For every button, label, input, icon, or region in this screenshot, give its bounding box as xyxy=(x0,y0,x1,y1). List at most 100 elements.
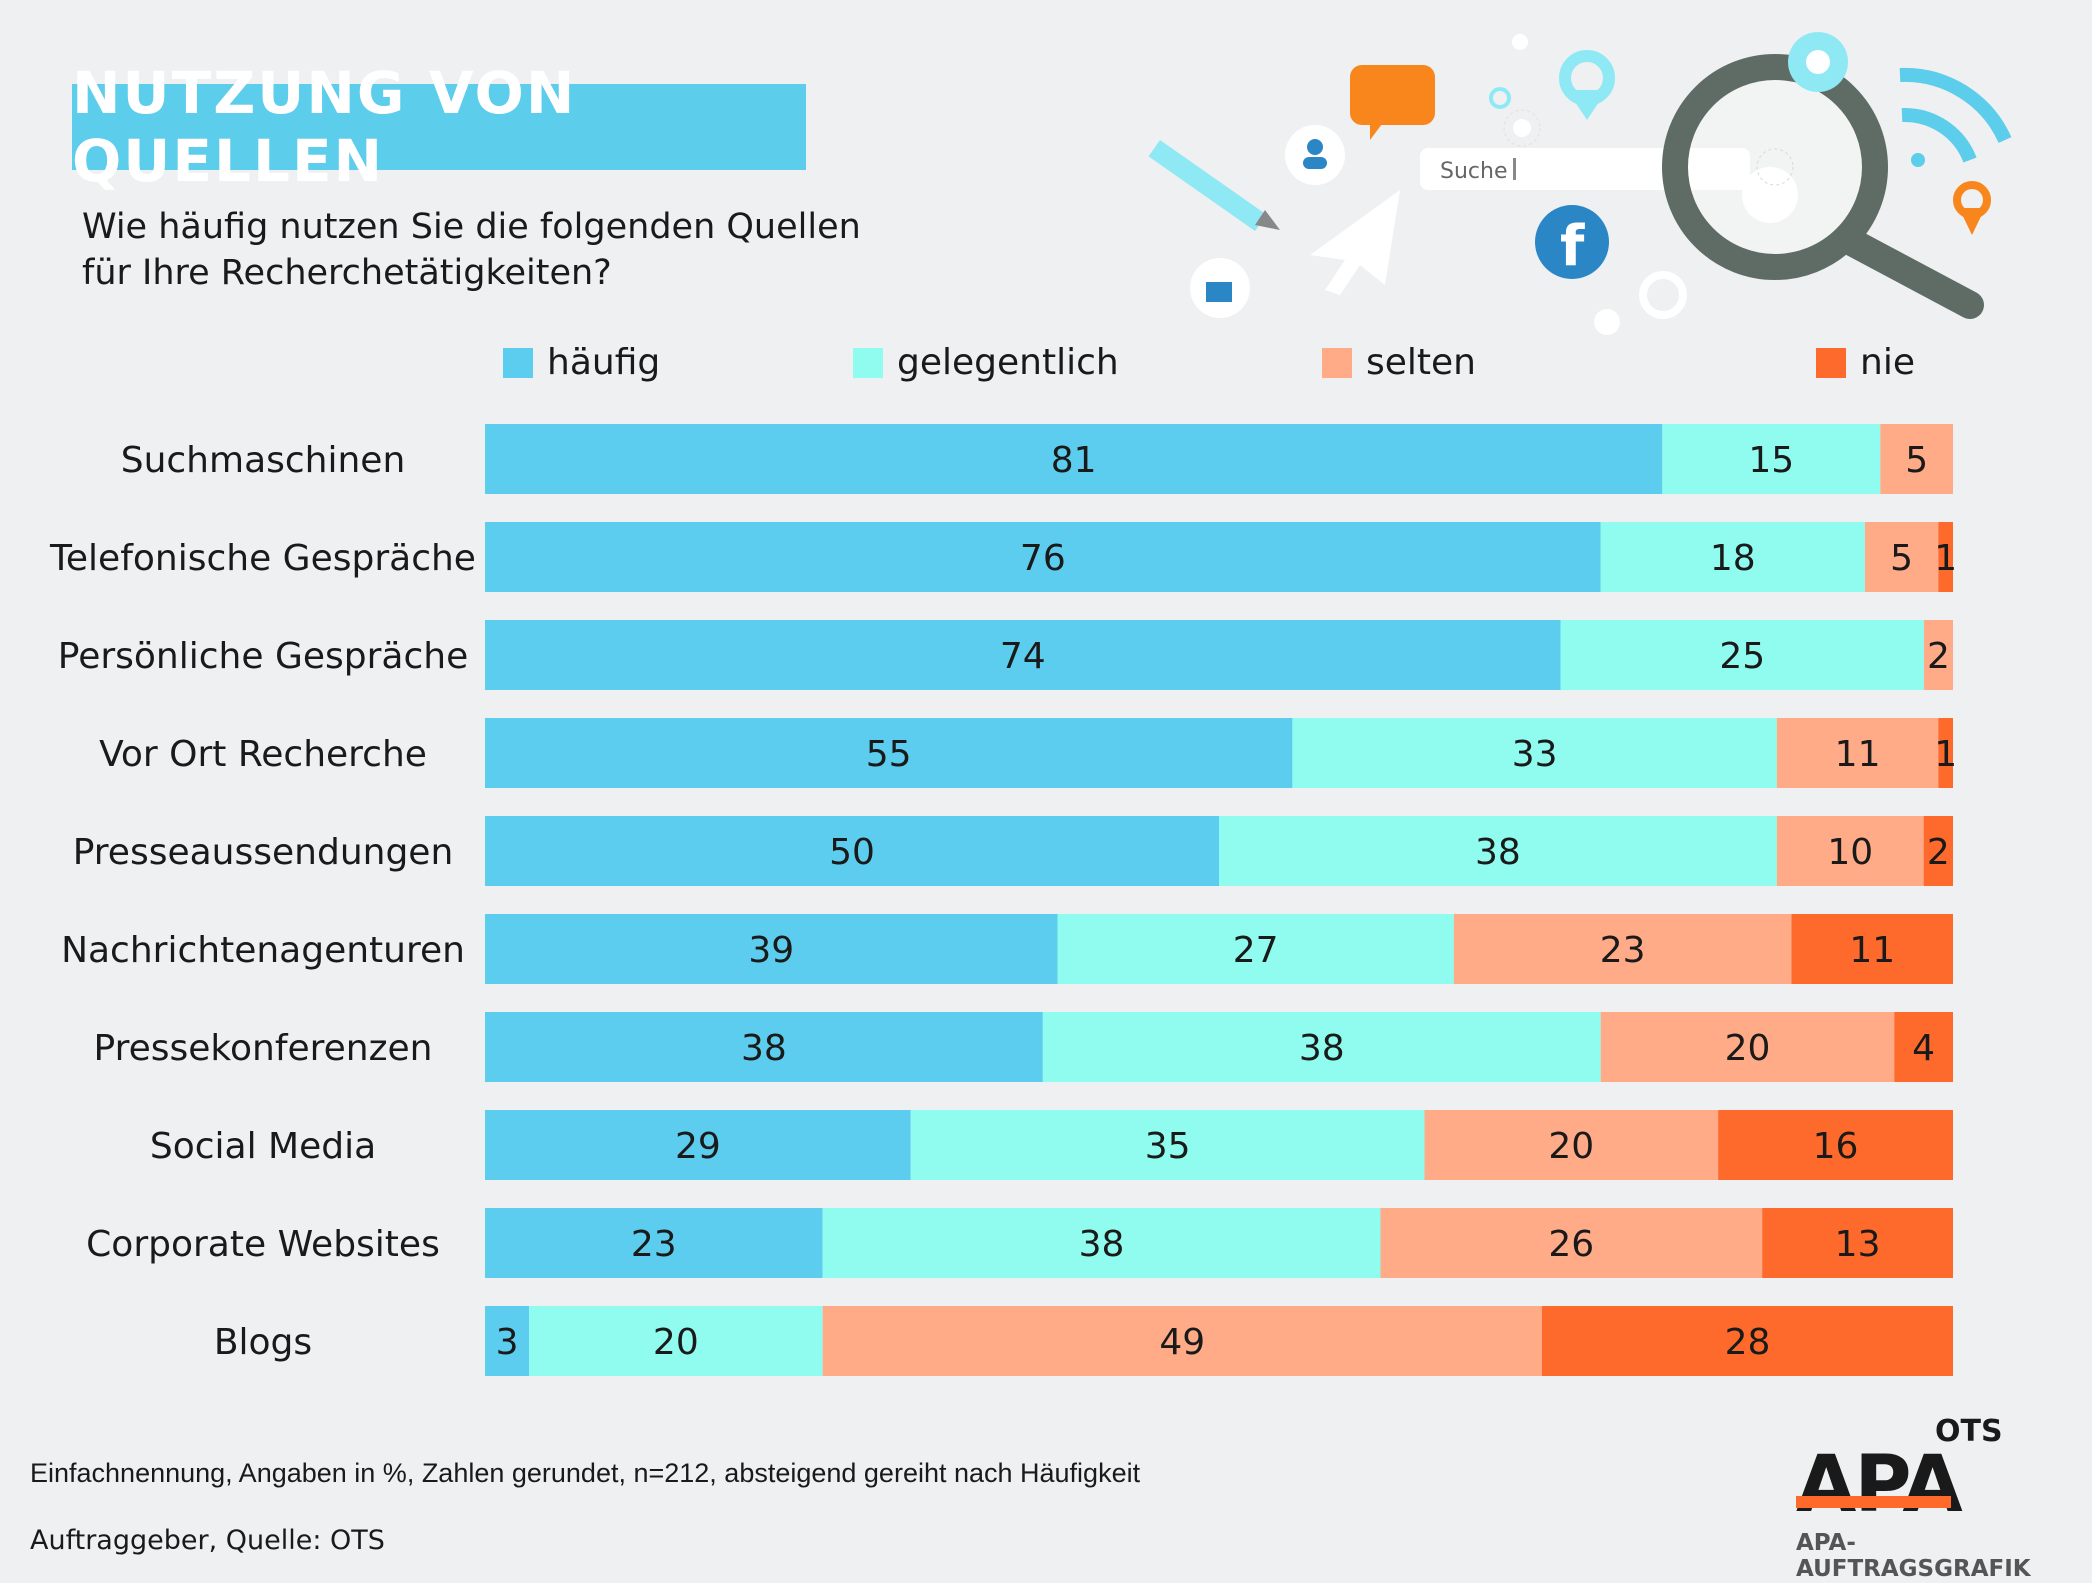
data-label: 29 xyxy=(675,1126,721,1167)
chat-bubble-icon xyxy=(1350,65,1435,140)
data-label: 3 xyxy=(496,1322,519,1363)
data-label: 25 xyxy=(1719,636,1765,677)
bar-segment xyxy=(1923,816,1953,886)
bar-segment xyxy=(1938,522,1953,592)
svg-text:f: f xyxy=(1560,214,1585,279)
pencil-icon xyxy=(1148,140,1280,231)
category-label: Persönliche Gespräche xyxy=(58,636,468,677)
search-illustration: Suche f xyxy=(1148,32,2012,335)
data-label: 38 xyxy=(741,1028,787,1069)
bar-segment xyxy=(1600,522,1865,592)
bar-segment xyxy=(1880,424,1953,494)
data-label: 35 xyxy=(1145,1126,1191,1167)
bar-segment xyxy=(1560,620,1924,690)
data-label: 11 xyxy=(1835,734,1881,775)
wifi-icon xyxy=(1899,67,2012,167)
cursor-icon xyxy=(1310,190,1400,295)
data-label: 16 xyxy=(1813,1126,1859,1167)
bar-segment xyxy=(1864,522,1939,592)
bar-segment xyxy=(1424,1110,1719,1180)
legend-label: häufig xyxy=(547,342,660,383)
bar-segment xyxy=(1776,718,1939,788)
bar-segment xyxy=(485,1306,530,1376)
data-label: 2 xyxy=(1927,636,1950,677)
data-label: 1 xyxy=(1934,734,1957,775)
chart-subtitle: Wie häufig nutzen Sie die folgenden Quel… xyxy=(82,207,861,293)
data-label: 10 xyxy=(1827,832,1873,873)
category-label: Presseaussendungen xyxy=(73,832,454,873)
gear-icon xyxy=(1489,87,1687,319)
data-label: 15 xyxy=(1748,440,1794,481)
logo-bar xyxy=(1796,1496,1951,1508)
bar-segment xyxy=(485,816,1219,886)
bar-segment xyxy=(1776,816,1924,886)
bar-segment xyxy=(1718,1110,1953,1180)
bar-segment xyxy=(1923,620,1953,690)
data-label: 55 xyxy=(866,734,912,775)
search-placeholder: Suche xyxy=(1440,159,1507,184)
data-label: 5 xyxy=(1890,538,1913,579)
like-icon xyxy=(1190,258,1250,318)
data-label: 33 xyxy=(1512,734,1558,775)
bar-segment xyxy=(485,914,1058,984)
bar-segment xyxy=(1894,1012,1953,1082)
data-label: 38 xyxy=(1079,1224,1125,1265)
bar-segment xyxy=(1762,1208,1953,1278)
category-label: Suchmaschinen xyxy=(121,440,406,481)
bar-segment xyxy=(1292,718,1777,788)
data-label: 5 xyxy=(1905,440,1928,481)
title-banner: NUTZUNG VON QUELLEN xyxy=(72,59,806,195)
legend-item-1: häufig xyxy=(503,342,660,383)
data-label: 23 xyxy=(1600,930,1646,971)
legend-item-3: selten xyxy=(1322,342,1476,383)
data-label: 2 xyxy=(1927,832,1950,873)
bar-segment xyxy=(1219,816,1777,886)
legend-swatch xyxy=(1816,348,1846,378)
legend-item-2: gelegentlich xyxy=(853,342,1119,383)
data-label: 39 xyxy=(748,930,794,971)
category-label: Blogs xyxy=(214,1322,312,1363)
data-label: 1 xyxy=(1934,538,1957,579)
logo-ots: OTS xyxy=(1935,1414,2003,1449)
data-label: 38 xyxy=(1475,832,1521,873)
category-label: Social Media xyxy=(150,1126,376,1167)
user-icon xyxy=(1285,125,1345,185)
data-label: 74 xyxy=(1000,636,1046,677)
category-label: Telefonische Gespräche xyxy=(49,538,476,579)
bar-segment xyxy=(822,1208,1381,1278)
bar-segment xyxy=(485,620,1561,690)
bar-segment xyxy=(485,718,1293,788)
data-label: 81 xyxy=(1051,440,1097,481)
data-label: 20 xyxy=(1548,1126,1594,1167)
data-label: 26 xyxy=(1548,1224,1594,1265)
bar-segment xyxy=(1662,424,1881,494)
legend-item-4: nie xyxy=(1816,342,1915,383)
footnote: Einfachnennung, Angaben in %, Zahlen ger… xyxy=(30,1458,1141,1488)
legend-swatch xyxy=(1322,348,1352,378)
bar-segment xyxy=(485,424,1663,494)
data-label: 49 xyxy=(1159,1322,1205,1363)
data-label: 11 xyxy=(1849,930,1895,971)
bar-segment xyxy=(822,1306,1542,1376)
data-label: 28 xyxy=(1725,1322,1771,1363)
logo-apa: APA xyxy=(1796,1440,1963,1530)
bar-segment xyxy=(1938,718,1953,788)
map-pin-icon xyxy=(1953,181,1991,235)
twitter-icon xyxy=(1788,32,1848,92)
bar-segment xyxy=(485,1110,911,1180)
category-label: Nachrichtenagenturen xyxy=(61,930,465,971)
facebook-icon: f xyxy=(1535,205,1609,279)
legend-label: gelegentlich xyxy=(897,342,1119,383)
bar-segment xyxy=(1453,914,1792,984)
legend-label: nie xyxy=(1860,342,1915,383)
bar-segment xyxy=(1541,1306,1953,1376)
bar-segment xyxy=(1380,1208,1763,1278)
data-label: 20 xyxy=(653,1322,699,1363)
data-label: 18 xyxy=(1710,538,1756,579)
bar-segment xyxy=(910,1110,1425,1180)
bar-segment xyxy=(485,522,1601,592)
data-label: 50 xyxy=(829,832,875,873)
location-pin-icon xyxy=(1559,50,1615,120)
bar-segment xyxy=(1057,914,1454,984)
legend-label: selten xyxy=(1366,342,1476,383)
